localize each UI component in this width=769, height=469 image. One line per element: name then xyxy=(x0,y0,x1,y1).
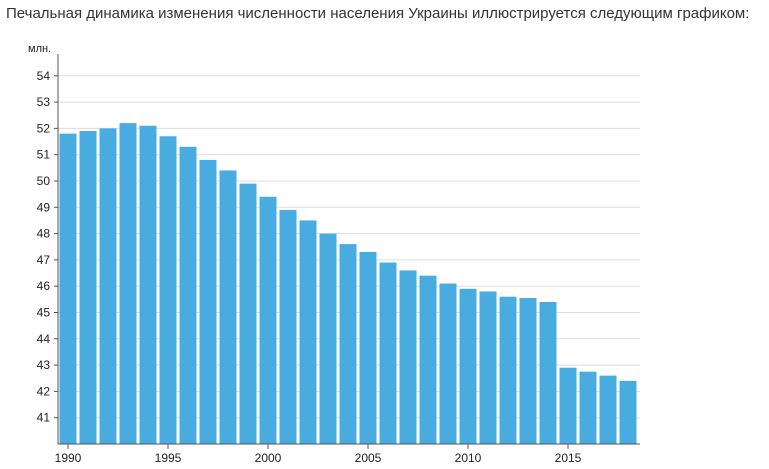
bar-1999 xyxy=(239,183,257,444)
bar-2017 xyxy=(599,375,617,444)
y-tick-label-49: 49 xyxy=(37,200,51,214)
y-tick-label-54: 54 xyxy=(37,69,51,83)
bar-2015 xyxy=(559,367,577,444)
y-tick-label-41: 41 xyxy=(37,411,51,425)
bar-2005 xyxy=(359,252,377,444)
y-tick-label-48: 48 xyxy=(37,227,51,241)
bars xyxy=(59,123,637,445)
y-tick-label-44: 44 xyxy=(37,332,51,346)
bar-2012 xyxy=(499,296,517,444)
bar-2007 xyxy=(399,270,417,444)
bar-2009 xyxy=(439,283,457,444)
bar-2000 xyxy=(259,196,277,444)
bar-1995 xyxy=(159,136,177,444)
x-tick-label-2000: 2000 xyxy=(255,451,282,465)
bar-1990 xyxy=(59,133,77,444)
y-tick-label-46: 46 xyxy=(37,279,51,293)
x-tick-label-2005: 2005 xyxy=(355,451,382,465)
y-axis-unit-label: млн. xyxy=(28,43,51,55)
y-tick-label-42: 42 xyxy=(37,384,51,398)
bar-1991 xyxy=(79,131,97,444)
bar-2013 xyxy=(519,298,537,444)
bar-2006 xyxy=(379,262,397,444)
bar-2011 xyxy=(479,291,497,444)
y-tick-label-47: 47 xyxy=(37,253,51,267)
y-tick-label-51: 51 xyxy=(37,148,51,162)
axes: 41 42 43 44 45 46 47 48 49 50 51 52 53 54 1990 1995 2000… xyxy=(37,54,640,465)
x-tick-label-2015: 2015 xyxy=(555,451,582,465)
y-tick-label-53: 53 xyxy=(37,95,51,109)
bar-1997 xyxy=(199,159,217,445)
page-heading: Печальная динамика изменения численности… xyxy=(6,5,750,22)
x-tick-label-1990: 1990 xyxy=(55,451,82,465)
bar-2008 xyxy=(419,275,437,444)
bar-1994 xyxy=(139,125,157,445)
bar-1998 xyxy=(219,170,237,444)
bar-2002 xyxy=(299,220,317,444)
bar-2010 xyxy=(459,288,477,444)
y-tick-label-52: 52 xyxy=(37,121,51,135)
bar-2016 xyxy=(579,371,597,444)
bar-2014 xyxy=(539,301,557,444)
y-tick-label-43: 43 xyxy=(37,358,51,372)
bar-2004 xyxy=(339,244,357,444)
bar-2001 xyxy=(279,209,297,444)
bar-2003 xyxy=(319,233,337,444)
bar-2018 xyxy=(619,380,637,444)
y-tick-label-45: 45 xyxy=(37,305,51,319)
bar-1996 xyxy=(179,146,197,444)
x-tick-label-2010: 2010 xyxy=(455,451,482,465)
bar-1993 xyxy=(119,123,137,444)
y-tick-label-50: 50 xyxy=(37,174,51,188)
x-tick-label-1995: 1995 xyxy=(155,451,182,465)
bar-1992 xyxy=(99,128,117,445)
